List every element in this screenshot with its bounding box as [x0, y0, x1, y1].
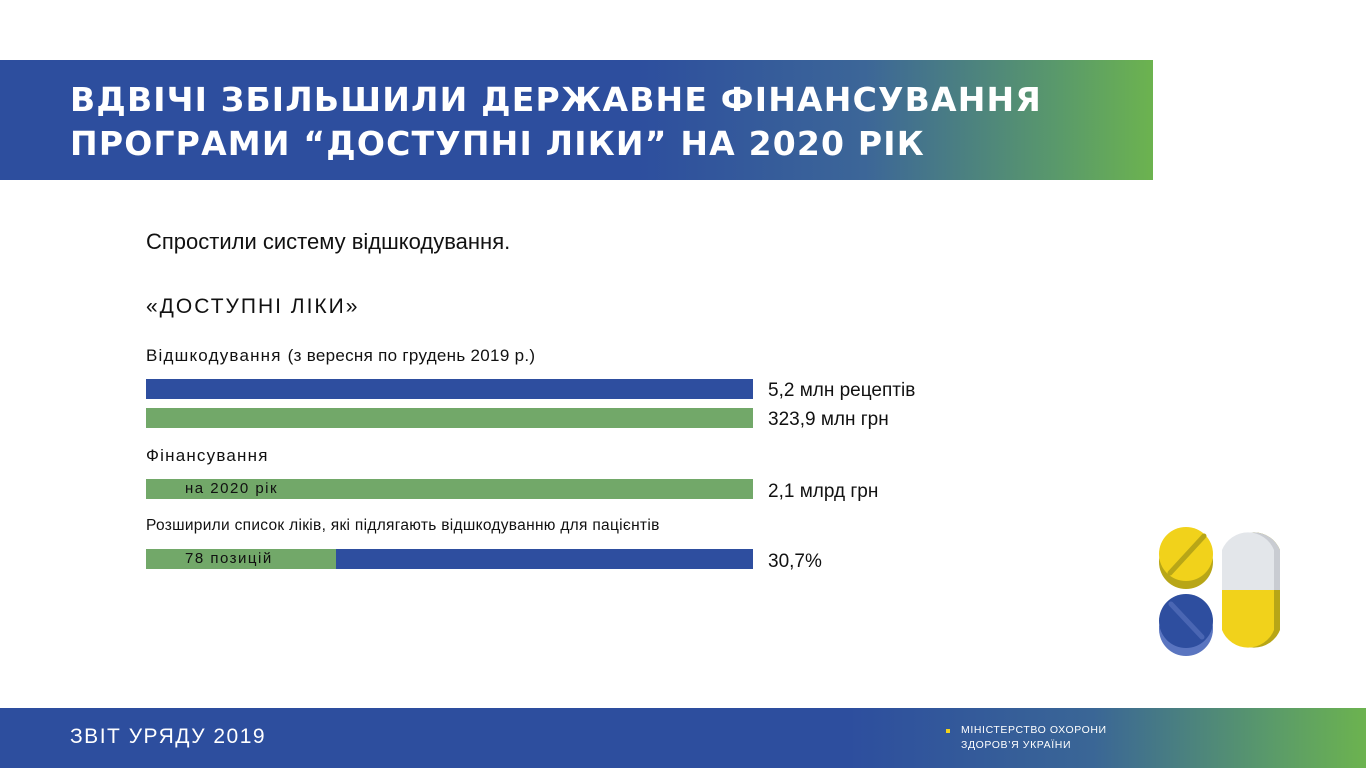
- ministry-name: МІНІСТЕРСТВО ОХОРОНИ ЗДОРОВ’Я УКРАЇНИ: [961, 723, 1107, 753]
- ministry-line1: МІНІСТЕРСТВО ОХОРОНИ: [961, 724, 1107, 736]
- page-title: ВДВІЧІ ЗБІЛЬШИЛИ ДЕРЖАВНЕ ФІНАНСУВАННЯ П…: [70, 78, 1042, 166]
- section-title: «ДОСТУПНІ ЛІКИ»: [146, 295, 360, 318]
- expanded-value: 30,7%: [768, 551, 822, 572]
- footer-bullet-icon: [946, 729, 950, 733]
- page-title-line1: ВДВІЧІ ЗБІЛЬШИЛИ ДЕРЖАВНЕ ФІНАНСУВАННЯ: [70, 80, 1042, 119]
- capsule-icon: [1222, 532, 1280, 648]
- page-title-line2: ПРОГРАМИ “ДОСТУПНІ ЛІКИ” НА 2020 РІК: [70, 124, 925, 163]
- footer-report-title: ЗВІТ УРЯДУ 2019: [70, 725, 267, 748]
- expanded-label: Розширили список ліків, які підлягають в…: [146, 517, 660, 534]
- header-banner: ВДВІЧІ ЗБІЛЬШИЛИ ДЕРЖАВНЕ ФІНАНСУВАННЯ П…: [0, 60, 1153, 180]
- ministry-line2: ЗДОРОВ’Я УКРАЇНИ: [961, 739, 1072, 751]
- amount-value: 323,9 млн грн: [768, 409, 889, 430]
- expanded-bar: 78 позицій: [146, 549, 753, 569]
- financing-label: Фінансування: [146, 446, 269, 465]
- pills-illustration: [1159, 527, 1280, 656]
- amount-bar: [146, 408, 753, 428]
- reimbursement-title: Відшкодування: [146, 346, 282, 365]
- financing-value: 2,1 млрд грн: [768, 481, 879, 502]
- expanded-bar-label: 78 позицій: [185, 550, 273, 567]
- financing-bar: на 2020 рік: [146, 479, 753, 499]
- recipes-bar: [146, 379, 753, 399]
- financing-bar-label: на 2020 рік: [185, 480, 279, 497]
- reimbursement-label: Відшкодування (з вересня по грудень 2019…: [146, 346, 535, 366]
- yellow-tablet-icon: [1159, 527, 1213, 589]
- blue-tablet-icon: [1159, 594, 1213, 656]
- recipes-value: 5,2 млн рецептів: [768, 380, 916, 401]
- expanded-bar-fill: [146, 549, 336, 569]
- reimbursement-period: (з вересня по грудень 2019 р.): [287, 346, 536, 365]
- subtitle: Спростили систему відшкодування.: [146, 229, 511, 254]
- footer-banner: ЗВІТ УРЯДУ 2019 МІНІСТЕРСТВО ОХОРОНИ ЗДО…: [0, 708, 1366, 768]
